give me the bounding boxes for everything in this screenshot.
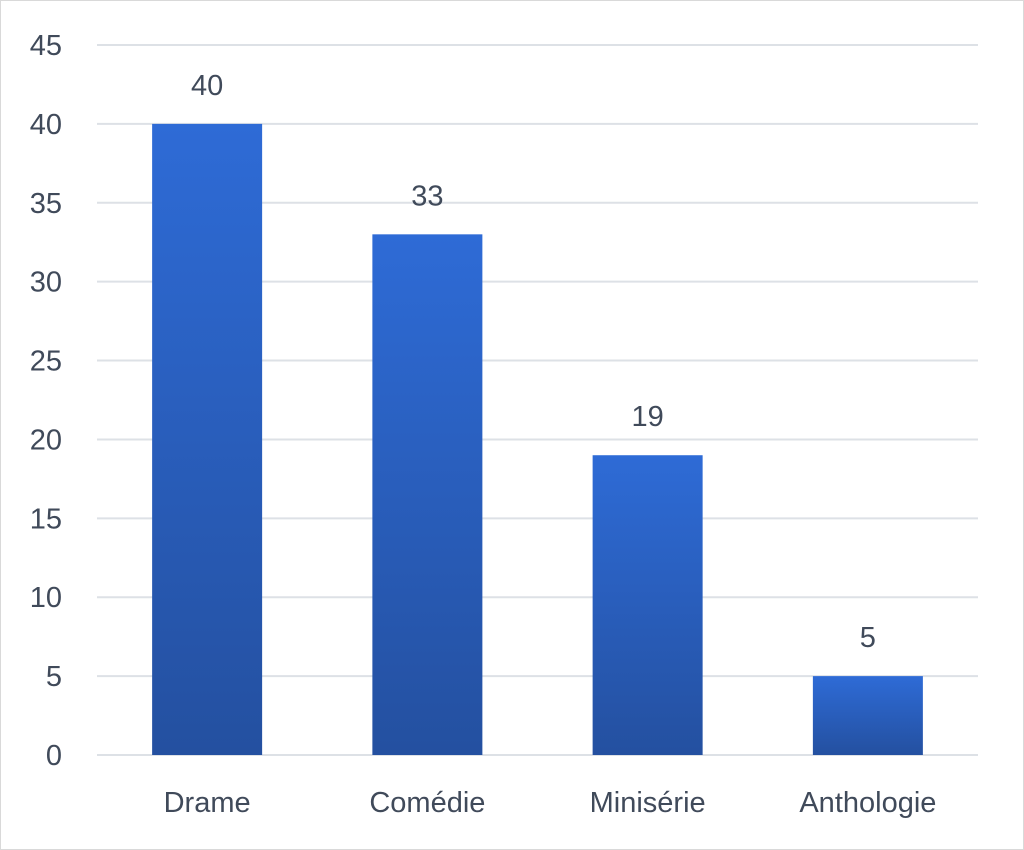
category-label-3: Minisérie — [590, 787, 706, 819]
bar-4 — [812, 676, 923, 755]
data-label-1: 40 — [191, 70, 223, 102]
y-tick-label-15: 15 — [30, 503, 62, 535]
y-tick-label-25: 25 — [30, 346, 62, 378]
bar-1 — [152, 123, 263, 755]
category-label-2: Comédie — [369, 787, 485, 819]
data-label-2: 33 — [411, 180, 443, 212]
y-tick-label-20: 20 — [30, 424, 62, 456]
y-tick-label-35: 35 — [30, 188, 62, 220]
data-label-4: 5 — [860, 622, 876, 654]
y-axis-tick-labels: 0 5 10 15 20 25 30 35 40 45 — [30, 30, 62, 772]
bars — [152, 123, 923, 756]
y-tick-label-40: 40 — [30, 109, 62, 141]
category-label-4: Anthologie — [799, 787, 936, 819]
y-tick-label-45: 45 — [30, 30, 62, 62]
y-tick-label-30: 30 — [30, 267, 62, 299]
y-tick-label-5: 5 — [46, 661, 62, 693]
bar-2 — [372, 234, 483, 756]
data-label-3: 19 — [631, 401, 663, 433]
y-tick-label-0: 0 — [46, 740, 62, 772]
bar-3 — [592, 455, 703, 755]
y-tick-label-10: 10 — [30, 582, 62, 614]
category-label-1: Drame — [164, 787, 251, 819]
x-axis-category-labels: Drame Comédie Minisérie Anthologie — [164, 787, 937, 819]
data-labels: 40 33 19 5 — [191, 70, 876, 654]
